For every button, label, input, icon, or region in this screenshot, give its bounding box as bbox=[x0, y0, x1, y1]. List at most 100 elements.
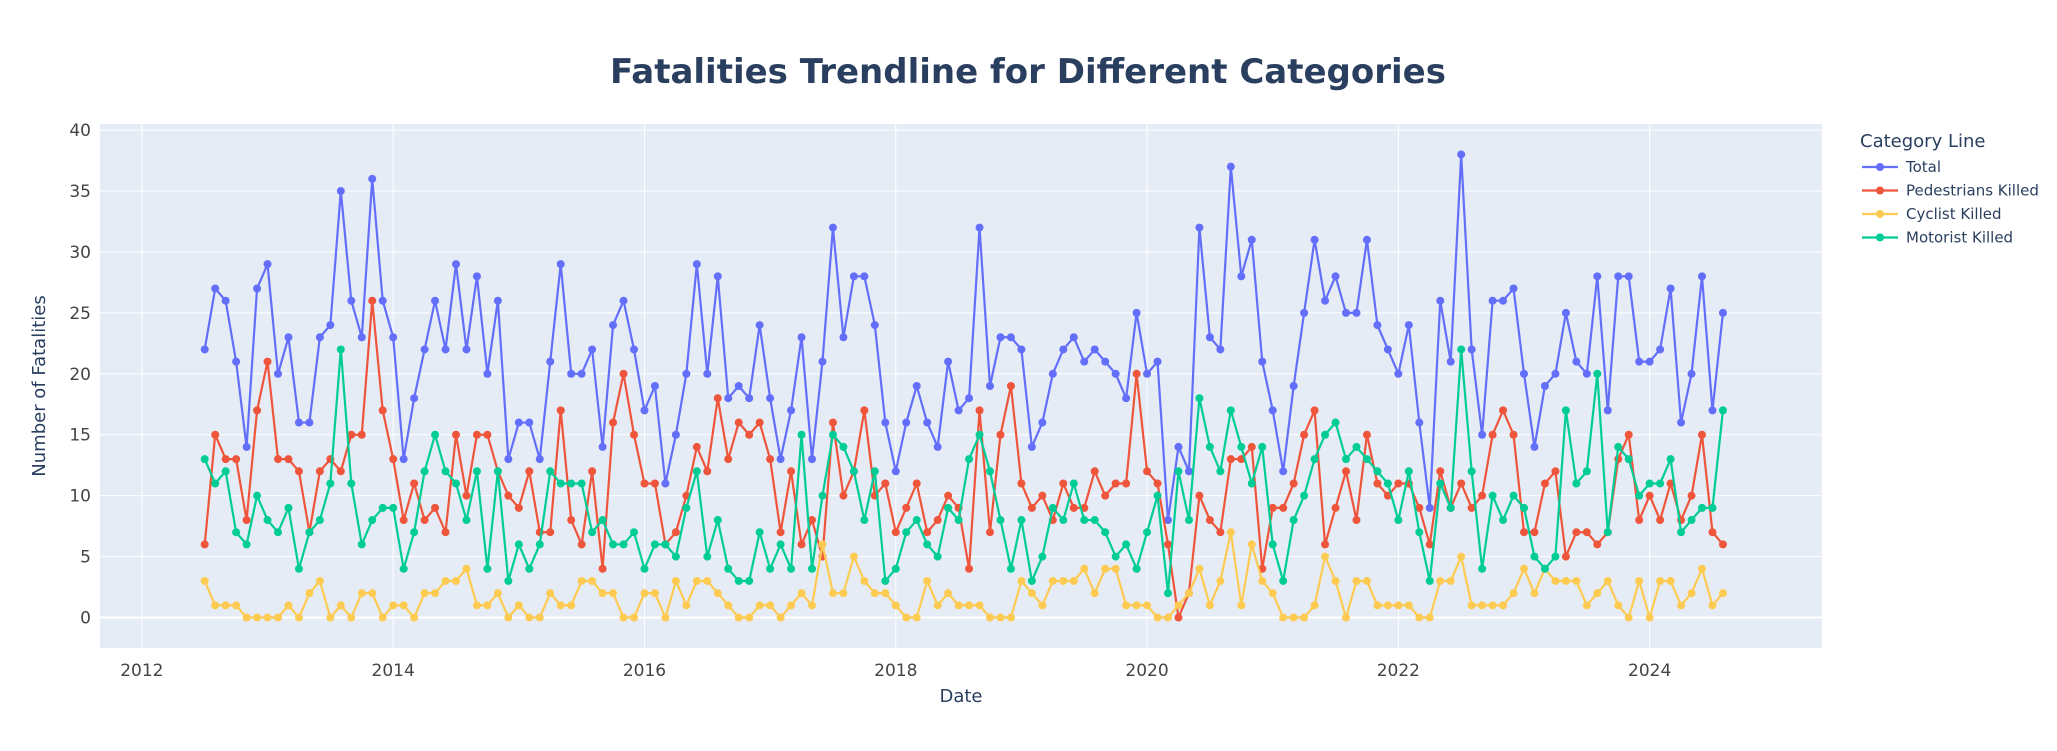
data-point bbox=[535, 455, 544, 464]
data-point bbox=[1373, 601, 1382, 610]
data-point bbox=[630, 528, 638, 537]
data-point bbox=[1216, 528, 1225, 537]
data-point bbox=[849, 272, 858, 281]
data-point bbox=[1048, 503, 1057, 512]
data-point bbox=[1530, 528, 1539, 537]
data-point bbox=[1687, 516, 1696, 525]
data-point bbox=[787, 564, 796, 573]
data-point bbox=[1499, 406, 1508, 415]
legend-marker bbox=[1876, 186, 1884, 195]
data-point bbox=[504, 491, 513, 500]
x-tick-label: 2020 bbox=[1125, 661, 1168, 681]
data-point bbox=[1226, 528, 1235, 537]
data-point bbox=[1373, 321, 1382, 330]
data-point bbox=[1446, 357, 1455, 366]
data-point bbox=[1362, 455, 1371, 464]
data-point bbox=[410, 394, 419, 403]
data-point bbox=[1436, 479, 1445, 488]
data-point bbox=[1321, 296, 1330, 305]
data-point bbox=[514, 540, 523, 549]
data-point bbox=[1415, 528, 1424, 537]
data-point bbox=[263, 357, 272, 366]
data-point bbox=[1467, 601, 1476, 610]
data-point bbox=[975, 601, 984, 610]
data-point bbox=[462, 491, 471, 500]
data-point bbox=[1383, 601, 1392, 610]
data-point bbox=[1593, 369, 1602, 378]
data-point bbox=[787, 467, 796, 476]
data-point bbox=[588, 528, 597, 537]
data-point bbox=[818, 540, 827, 549]
data-point bbox=[399, 601, 408, 610]
data-point bbox=[776, 455, 785, 464]
data-point bbox=[1551, 552, 1560, 561]
data-point bbox=[944, 503, 953, 512]
data-point bbox=[860, 272, 869, 281]
data-point bbox=[839, 491, 848, 500]
data-point bbox=[1582, 467, 1591, 476]
data-point bbox=[535, 540, 544, 549]
data-point bbox=[1561, 308, 1570, 317]
data-point bbox=[232, 357, 241, 366]
data-point bbox=[797, 540, 806, 549]
data-point bbox=[1069, 479, 1078, 488]
data-point bbox=[912, 479, 921, 488]
x-tick-label: 2016 bbox=[623, 661, 666, 681]
data-point bbox=[881, 589, 890, 598]
data-point bbox=[1258, 576, 1267, 585]
data-point bbox=[996, 333, 1005, 342]
data-point bbox=[1069, 576, 1078, 585]
data-point bbox=[378, 613, 387, 622]
data-point bbox=[954, 601, 963, 610]
data-point bbox=[734, 418, 743, 427]
data-point bbox=[525, 564, 534, 573]
data-point bbox=[1017, 345, 1026, 354]
data-point bbox=[347, 613, 356, 622]
data-point bbox=[1572, 357, 1581, 366]
data-point bbox=[368, 296, 377, 305]
data-point bbox=[1006, 613, 1015, 622]
data-point bbox=[483, 430, 492, 439]
data-point bbox=[1603, 528, 1612, 537]
data-point bbox=[1279, 503, 1288, 512]
data-point bbox=[1718, 308, 1727, 317]
data-point bbox=[1582, 528, 1591, 537]
data-point bbox=[661, 613, 670, 622]
data-point bbox=[1698, 564, 1706, 573]
y-tick-label: 10 bbox=[69, 487, 91, 507]
data-point bbox=[1321, 430, 1330, 439]
data-point bbox=[1321, 552, 1330, 561]
data-point bbox=[1006, 564, 1015, 573]
data-point bbox=[1027, 589, 1036, 598]
data-point bbox=[1174, 613, 1183, 622]
data-point bbox=[336, 601, 345, 610]
data-point bbox=[986, 382, 994, 390]
data-point bbox=[734, 576, 743, 585]
data-point bbox=[776, 613, 785, 622]
data-point bbox=[996, 613, 1005, 622]
data-point bbox=[546, 589, 555, 598]
data-point bbox=[1520, 528, 1528, 537]
data-point bbox=[1122, 601, 1131, 610]
data-point bbox=[420, 345, 429, 354]
data-point bbox=[1048, 576, 1057, 585]
data-point bbox=[274, 455, 282, 464]
data-point bbox=[1027, 503, 1036, 512]
data-point bbox=[1551, 576, 1560, 585]
data-point bbox=[336, 467, 345, 476]
data-point bbox=[1205, 601, 1214, 610]
data-point bbox=[724, 394, 733, 403]
data-point bbox=[1237, 272, 1246, 281]
data-point bbox=[1708, 601, 1717, 610]
data-point bbox=[755, 528, 764, 537]
data-point bbox=[483, 564, 492, 573]
data-point bbox=[326, 479, 335, 488]
data-point bbox=[975, 223, 984, 232]
data-point bbox=[462, 564, 471, 573]
data-point bbox=[1520, 503, 1528, 512]
series-line bbox=[203, 154, 1725, 521]
data-point bbox=[211, 479, 220, 488]
data-point bbox=[1174, 467, 1183, 476]
data-point bbox=[598, 564, 607, 573]
